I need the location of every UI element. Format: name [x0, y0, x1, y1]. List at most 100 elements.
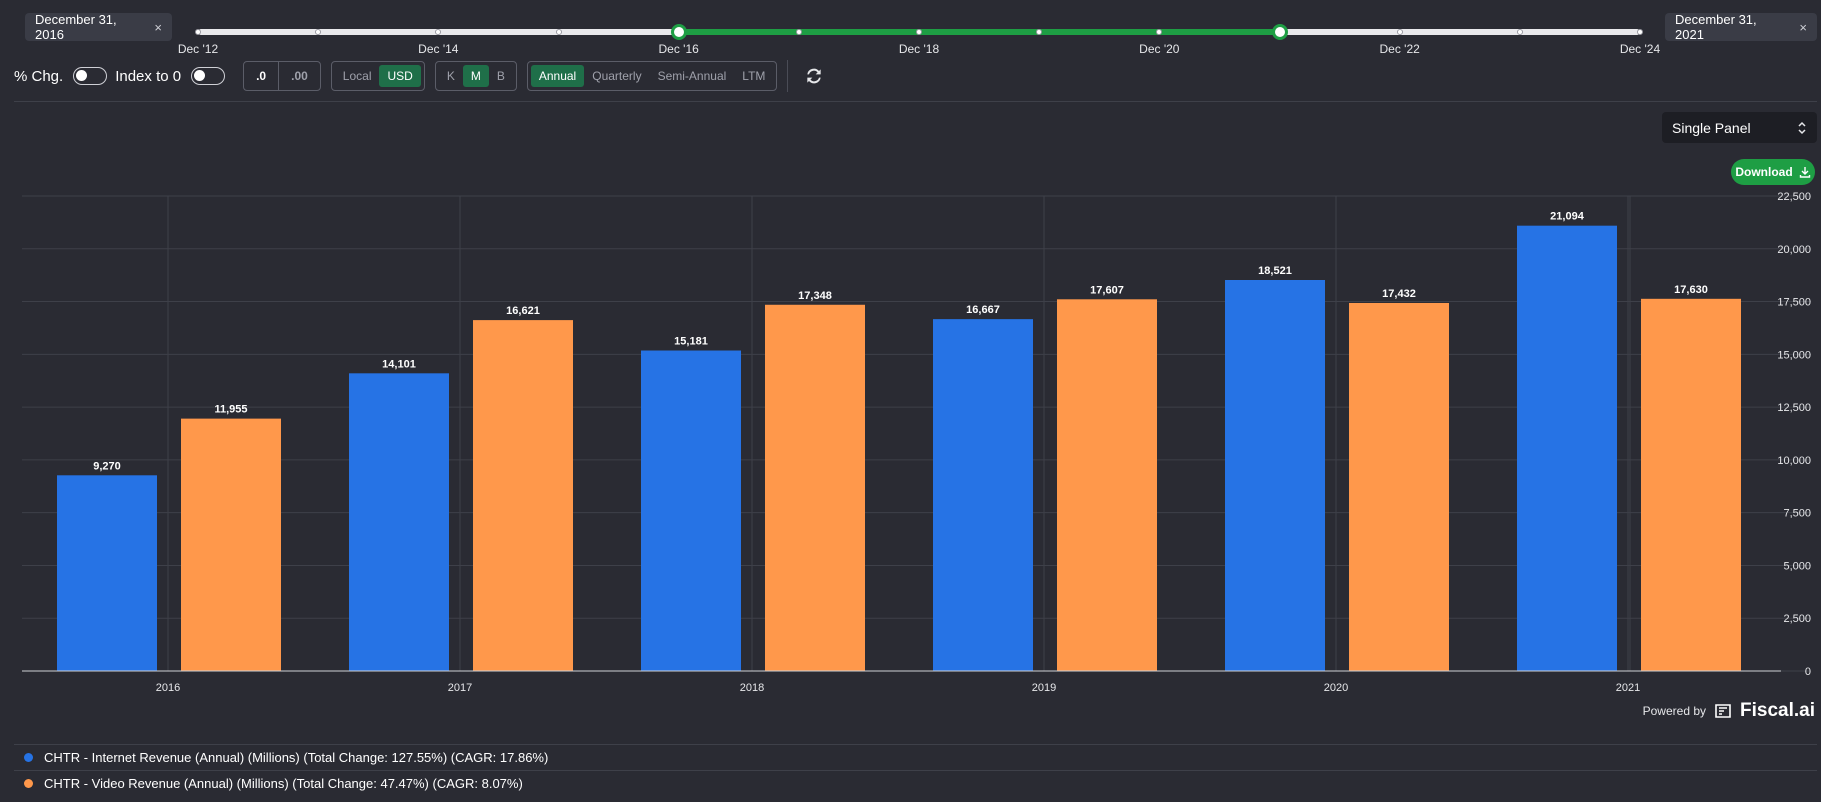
slider-start-handle[interactable]	[670, 24, 687, 40]
toolbar-divider	[787, 60, 789, 92]
toggle-knob	[194, 70, 206, 81]
legend-item-internet[interactable]: CHTR - Internet Revenue (Annual) (Millio…	[14, 744, 1817, 770]
download-icon	[1799, 167, 1810, 178]
slider-tick-label: Dec '12	[177, 42, 219, 56]
internet-revenue-bar[interactable]	[1517, 225, 1617, 671]
revenue-bar-chart: 9,270 11,955 14,101 16,621 15,181 17,348 16,66…	[22, 191, 1811, 694]
internet-revenue-bar[interactable]	[1225, 280, 1325, 671]
legend-label: CHTR - Video Revenue (Annual) (Millions)…	[44, 776, 523, 791]
slider-tick-dot	[1036, 29, 1043, 35]
panel-layout-value: Single Panel	[1672, 119, 1751, 136]
decimals-one-button[interactable]: .0	[244, 62, 280, 90]
slider-tick-dot	[795, 29, 802, 35]
slider-tick-dot	[315, 29, 322, 35]
powered-by-brand: Fiscal.ai	[1740, 700, 1815, 721]
pct-change-toggle[interactable]	[73, 67, 108, 85]
y-tick-label: 22,500	[1777, 191, 1811, 203]
end-date-text: December 31, 2021	[1675, 12, 1757, 42]
slider-tick-label: Dec '20	[1139, 42, 1180, 56]
slider-end-handle[interactable]	[1271, 24, 1288, 40]
x-tick-label: 2020	[1324, 682, 1348, 694]
slider-tick-label: Dec '22	[1379, 42, 1420, 56]
period-option-annual[interactable]: Annual	[530, 65, 585, 87]
panel-layout-select[interactable]: Single Panel	[1662, 112, 1817, 143]
x-tick-label: 2021	[1616, 682, 1640, 694]
units-option-k[interactable]: K	[446, 69, 455, 83]
clear-start-date-icon[interactable]: ×	[154, 19, 162, 35]
bar-value-label: 15,181	[674, 336, 708, 348]
download-label: Download	[1735, 165, 1793, 179]
slider-tick-dot	[1516, 29, 1523, 35]
internet-revenue-bar[interactable]	[349, 373, 449, 671]
video-revenue-bar[interactable]	[1349, 302, 1449, 671]
index-to-zero-toggle[interactable]	[191, 67, 226, 85]
internet-revenue-bar[interactable]	[641, 350, 741, 671]
bar-value-label: 11,955	[214, 404, 247, 416]
x-tick-label: 2018	[740, 682, 764, 694]
bar-value-label: 9,270	[93, 460, 121, 472]
y-tick-label: 20,000	[1777, 244, 1811, 256]
fiscal-logo-icon	[1715, 704, 1731, 718]
toggle-knob	[76, 70, 88, 81]
download-button[interactable]: Download	[1731, 159, 1815, 185]
video-revenue-bar[interactable]	[473, 320, 573, 671]
slider-tick-dot	[435, 29, 442, 35]
x-tick-label: 2019	[1032, 682, 1056, 694]
date-range-slider[interactable]: Dec '12 Dec '14 Dec '16 Dec '18 Dec '20 Dec '…	[178, 24, 1660, 64]
pct-change-label: % Chg.	[14, 67, 64, 85]
period-option-quarterly[interactable]: Quarterly	[592, 69, 642, 83]
currency-option-local[interactable]: Local	[342, 69, 372, 83]
video-revenue-bar[interactable]	[1641, 298, 1741, 671]
clear-end-date-icon[interactable]: ×	[1799, 19, 1807, 35]
index-to-zero-label: Index to 0	[115, 67, 182, 85]
internet-revenue-bar[interactable]	[57, 475, 157, 671]
slider-tick-dot	[195, 29, 201, 35]
video-revenue-bar[interactable]	[1057, 299, 1157, 671]
video-revenue-bar[interactable]	[181, 418, 281, 671]
slider-tick-dot	[1396, 29, 1403, 35]
currency-option-usd[interactable]: USD	[379, 65, 421, 87]
y-tick-label: 17,500	[1777, 297, 1811, 309]
start-date-box[interactable]: December 31, 2016 ×	[25, 12, 172, 42]
bar-value-label: 17,630	[1674, 284, 1708, 296]
video-revenue-bar[interactable]	[765, 304, 865, 671]
period-option-semi-annual[interactable]: Semi-Annual	[657, 69, 727, 83]
legend-label: CHTR - Internet Revenue (Annual) (Millio…	[44, 750, 549, 765]
decimals-group: .0 .00	[243, 61, 321, 91]
slider-tick-label: Dec '16	[658, 42, 699, 56]
slider-tick-dot	[1156, 29, 1163, 35]
bar-value-label: 21,094	[1550, 211, 1585, 223]
slider-tick-label: Dec '18	[898, 42, 940, 56]
bar-value-label: 17,348	[798, 290, 832, 302]
refresh-icon[interactable]	[804, 66, 824, 86]
bar-value-label: 18,521	[1258, 265, 1292, 277]
y-tick-label: 10,000	[1777, 455, 1811, 467]
slider-tick-label: Dec '24	[1619, 42, 1661, 56]
chevron-up-down-icon	[1798, 121, 1806, 134]
y-tick-label: 0	[1805, 666, 1811, 678]
internet-revenue-bar[interactable]	[933, 319, 1033, 671]
end-date-box[interactable]: December 31, 2021 ×	[1665, 12, 1817, 42]
slider-tick-dot	[916, 29, 922, 35]
slider-tick-dot	[555, 29, 562, 35]
currency-group: Local USD	[330, 61, 425, 91]
period-option-ltm[interactable]: LTM	[742, 69, 766, 83]
slider-tick-label: Dec '14	[418, 42, 459, 56]
bar-value-label: 17,607	[1090, 284, 1124, 296]
legend-swatch	[24, 753, 33, 762]
bar-value-label: 16,667	[966, 304, 1000, 316]
units-option-m[interactable]: M	[462, 65, 489, 87]
legend-item-video[interactable]: CHTR - Video Revenue (Annual) (Millions)…	[14, 770, 1817, 796]
units-option-b[interactable]: B	[496, 69, 505, 83]
y-tick-label: 15,000	[1777, 349, 1811, 361]
y-tick-label: 5,000	[1783, 560, 1811, 572]
period-group: Annual Quarterly Semi-Annual LTM	[526, 61, 778, 91]
bar-value-label: 14,101	[382, 358, 416, 370]
slider-tick-dot	[1637, 29, 1643, 35]
powered-by-label: Powered by	[1642, 704, 1706, 718]
decimals-two-button[interactable]: .00	[291, 69, 308, 83]
y-tick-label: 12,500	[1777, 402, 1811, 414]
powered-by: Powered by Fiscal.ai	[1643, 700, 1815, 722]
